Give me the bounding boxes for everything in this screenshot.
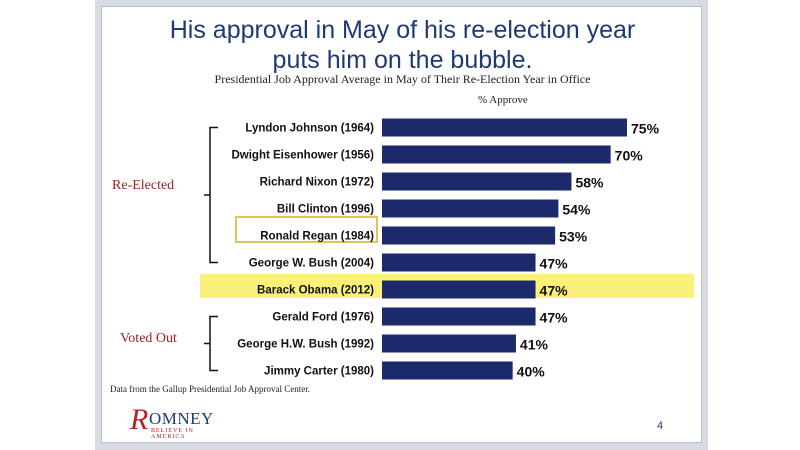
value-label-richard-nixon-1972: 58% [575,175,604,191]
group-bracket-re-elected [204,126,218,264]
value-label-bill-clinton-1996: 54% [562,202,591,218]
bar-george-w-bush-2004 [382,253,536,272]
value-label-george-h-w-bush-1992: 41% [520,337,549,353]
reagan-highlight-box [235,216,378,243]
source-note: Data from the Gallup Presidential Job Ap… [110,384,310,394]
value-label-ronald-regan-1984: 53% [559,229,588,245]
category-label-bill-clinton-1996: Bill Clinton (1996) [277,204,374,216]
page-number: 4 [657,420,664,432]
bar-lyndon-johnson-1964 [382,118,627,137]
bar-bill-clinton-1996 [382,199,559,218]
category-label-ronald-regan-1984: Ronald Regan (1984) [260,231,374,243]
value-label-gerald-ford-1976: 47% [540,310,569,326]
logo-mark: R [130,403,149,436]
category-label-richard-nixon-1972: Richard Nixon (1972) [260,177,375,189]
axis-label: % Approve [478,94,528,106]
group-label-re-elected: Re-Elected [112,178,175,193]
category-label-george-h-w-bush-1992: George H.W. Bush (1992) [237,339,374,351]
bar-barack-obama-2012 [382,280,536,299]
slide-title: His approval in May of his re-election y… [102,15,703,75]
group-label-voted-out: Voted Out [120,331,177,346]
category-label-gerald-ford-1976: Gerald Ford (1976) [272,312,374,324]
bar-george-h-w-bush-1992 [382,334,516,353]
title-line-2: puts him on the bubble. [272,46,533,74]
category-label-dwight-eisenhower-1956: Dwight Eisenhower (1956) [231,150,374,162]
bar-chart: Lyndon Johnson (1964) 75% Dwight Eisenhowe… [204,118,660,380]
romney-logo: R OMNEY BELIEVE IN AMERICA [130,403,220,440]
slide: His approval in May of his re-election y… [101,6,702,443]
value-label-jimmy-carter-1980: 40% [517,364,546,380]
category-label-lyndon-johnson-1964: Lyndon Johnson (1964) [245,123,374,135]
logo-text: OMNEY [149,409,214,428]
value-label-barack-obama-2012: 47% [540,283,569,299]
bar-jimmy-carter-1980 [382,361,513,380]
bar-richard-nixon-1972 [382,172,572,191]
chart-subtitle: Presidential Job Approval Average in May… [214,72,591,86]
bar-ronald-regan-1984 [382,226,556,245]
value-label-dwight-eisenhower-1956: 70% [615,148,644,164]
value-label-lyndon-johnson-1964: 75% [631,121,660,137]
slide-frame: His approval in May of his re-election y… [95,0,708,450]
value-label-george-w-bush-2004: 47% [540,256,569,272]
category-label-jimmy-carter-1980: Jimmy Carter (1980) [264,366,374,378]
bar-gerald-ford-1976 [382,307,536,326]
category-label-barack-obama-2012: Barack Obama (2012) [257,285,374,297]
group-bracket-voted-out [204,315,218,372]
title-line-1: His approval in May of his re-election y… [169,16,636,44]
bar-dwight-eisenhower-1956 [382,145,611,164]
logo-tagline: BELIEVE IN AMERICA [151,428,194,440]
category-label-george-w-bush-2004: George W. Bush (2004) [249,258,374,270]
